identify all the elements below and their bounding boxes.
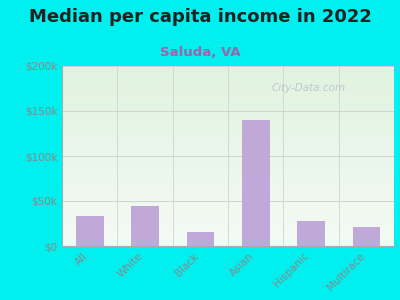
Bar [242, 120, 270, 246]
Text: City-Data.com: City-Data.com [271, 82, 345, 93]
Bar [131, 206, 159, 246]
Text: Saluda, VA: Saluda, VA [160, 46, 240, 59]
Bar [352, 227, 380, 246]
Bar [76, 216, 104, 246]
Bar [186, 232, 214, 246]
Text: Median per capita income in 2022: Median per capita income in 2022 [28, 8, 372, 26]
Bar [297, 221, 325, 246]
